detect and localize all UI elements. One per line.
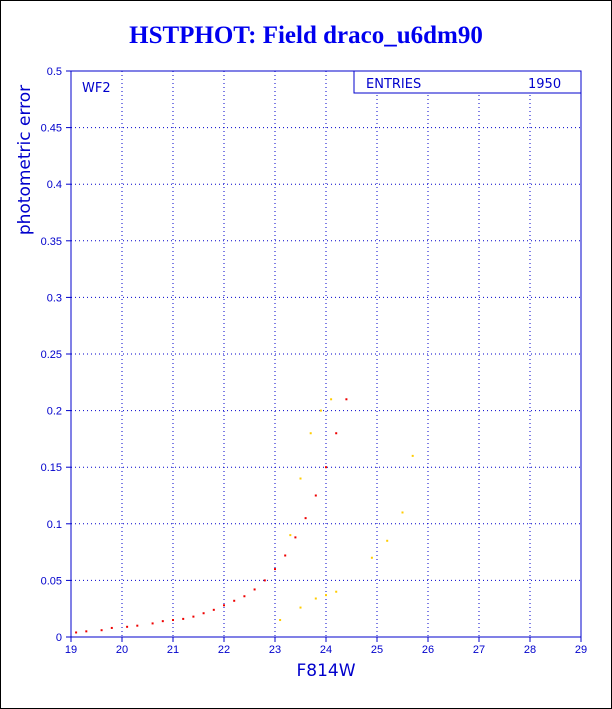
- data-point: [335, 590, 338, 593]
- data-point: [274, 568, 276, 571]
- axis-ticks: 19 20 21 22 23 24 25 26 27 28 29 0 0.05 0.1 0.15 0.2 0.2…: [41, 66, 588, 656]
- data-point: [325, 466, 327, 469]
- x-tick-label: 24: [320, 644, 332, 656]
- data-point: [182, 617, 185, 620]
- stats-box: [353, 70, 582, 94]
- data-point: [85, 630, 88, 633]
- data-point: [319, 409, 322, 412]
- data-point: [212, 608, 215, 611]
- x-tick-label: 19: [65, 644, 77, 656]
- data-point: [370, 556, 373, 559]
- panel-label: WF2: [82, 81, 111, 96]
- data-points: [75, 398, 414, 634]
- data-point: [253, 588, 256, 591]
- x-tick-label: 25: [371, 644, 383, 656]
- x-axis-label: F814W: [296, 661, 355, 681]
- data-point: [411, 454, 414, 457]
- x-tick-label: 29: [575, 644, 587, 656]
- stats-entries-value: 1950: [528, 77, 561, 92]
- data-point: [386, 539, 389, 542]
- x-tick-label: 22: [218, 644, 230, 656]
- x-tick-label: 28: [524, 644, 536, 656]
- x-tick-label: 26: [422, 644, 434, 656]
- x-tick-label: 23: [269, 644, 281, 656]
- data-point: [151, 622, 154, 625]
- stats-entries-label: ENTRIES: [366, 77, 421, 92]
- y-axis-label: photometric error: [15, 85, 35, 235]
- data-point: [110, 626, 113, 629]
- data-point: [172, 619, 174, 622]
- y-tick-label: 0.25: [41, 349, 62, 361]
- data-point: [314, 597, 317, 600]
- data-point: [345, 398, 348, 401]
- y-tick-label: 0.2: [47, 406, 62, 418]
- y-tick-label: 0.4: [47, 179, 62, 191]
- x-tick-label: 21: [167, 644, 179, 656]
- data-point: [401, 511, 404, 514]
- y-tick-label: 0.5: [47, 66, 62, 78]
- data-point: [325, 594, 327, 597]
- y-tick-label: 0.1: [47, 519, 62, 531]
- data-point: [299, 606, 302, 609]
- data-point: [75, 631, 78, 634]
- data-point: [100, 629, 103, 632]
- chart-title: HSTPHOT: Field draco_u6dm90: [129, 22, 483, 49]
- data-point: [330, 398, 333, 401]
- data-point: [279, 619, 282, 622]
- data-point: [294, 536, 297, 539]
- data-point: [289, 534, 292, 537]
- data-point: [304, 517, 307, 520]
- data-point: [309, 432, 312, 435]
- y-tick-label: 0: [56, 632, 62, 644]
- x-tick-label: 27: [473, 644, 485, 656]
- y-tick-label: 0.05: [41, 575, 62, 587]
- y-tick-label: 0.15: [41, 462, 62, 474]
- grid-lines: [71, 71, 581, 637]
- data-point: [233, 599, 236, 602]
- data-point: [314, 494, 317, 497]
- data-point: [284, 554, 287, 557]
- data-point: [223, 604, 225, 607]
- y-tick-label: 0.3: [47, 292, 62, 304]
- y-tick-label: 0.35: [41, 236, 62, 248]
- data-point: [192, 615, 195, 618]
- data-point: [335, 432, 338, 435]
- x-tick-label: 20: [116, 644, 128, 656]
- data-point: [263, 579, 266, 582]
- y-tick-label: 0.45: [41, 123, 62, 135]
- data-point: [136, 624, 139, 627]
- data-point: [202, 612, 205, 615]
- data-point: [243, 595, 246, 598]
- data-point: [126, 625, 129, 628]
- data-point: [299, 477, 302, 480]
- data-point: [161, 620, 164, 623]
